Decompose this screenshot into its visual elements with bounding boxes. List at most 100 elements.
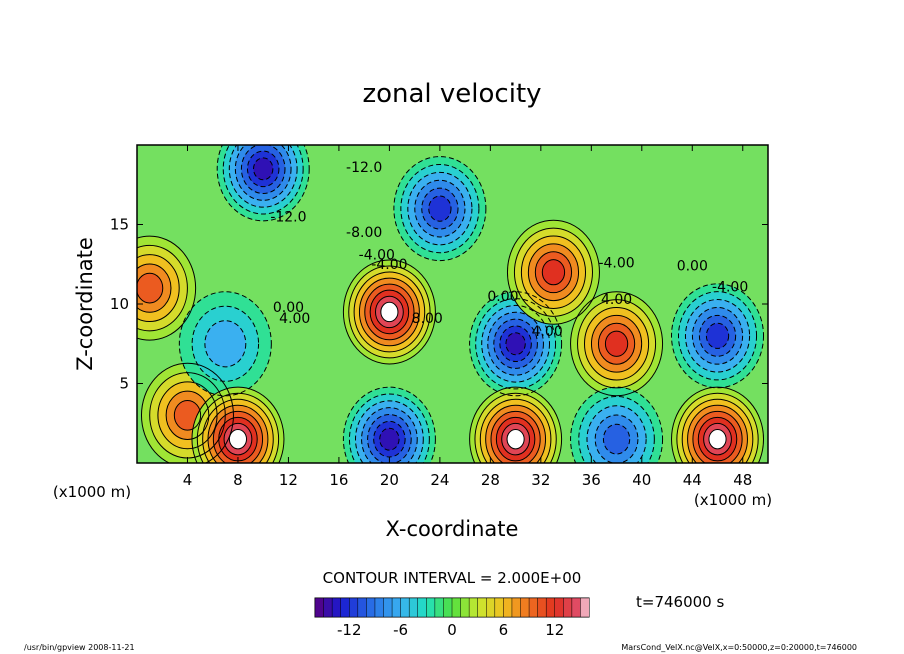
contour-4-6 [505, 332, 526, 356]
y-axis-unit: (x1000 m) [53, 483, 131, 501]
contour-11-4 [692, 410, 743, 463]
contour-14-1 [513, 227, 593, 317]
contour-10-0 [570, 386, 664, 463]
contour-3-7 [380, 301, 399, 323]
contour-9-3 [485, 404, 547, 463]
contour-12-4 [421, 187, 459, 230]
contour-0-3 [137, 263, 172, 313]
contour-10-3 [594, 414, 639, 463]
contour-12-1 [400, 163, 480, 254]
contour-6-0 [671, 283, 765, 389]
contour-7-1 [196, 392, 280, 463]
contour-1-3 [165, 390, 210, 440]
field-cell-12-ring-5 [428, 195, 452, 222]
contour-label-3: -4.00 [359, 247, 395, 263]
field-cell-2-ring-2 [204, 320, 246, 367]
colorbar-seg-19 [477, 597, 487, 618]
field-cell-4-ring-6 [505, 332, 526, 355]
y-tick-label-10: 10 [110, 295, 129, 313]
field-cell-8-ring-6 [379, 428, 400, 451]
contour-label-13: -4.00 [712, 279, 748, 295]
colorbar-seg-21 [494, 597, 504, 618]
field-cell-14-ring-5 [542, 259, 565, 285]
contour-14-5 [541, 259, 566, 286]
contour-label-8: 0.00 [487, 289, 518, 305]
contour-10-4 [602, 423, 631, 455]
contour-13-6 [253, 157, 274, 181]
contour-3-1 [348, 265, 431, 359]
contour-3-3 [358, 277, 420, 347]
contour-9-4 [490, 410, 541, 463]
contour-11-0 [671, 386, 765, 463]
colorbar-tick-label-6: 6 [499, 621, 509, 639]
contour-13-2 [228, 145, 298, 208]
contour-0-2 [137, 254, 180, 323]
field-cell-10-ring-4 [603, 424, 630, 455]
x-tick-label-16: 16 [329, 471, 348, 489]
contour-14-2 [520, 235, 587, 309]
colorbar-seg-2 [331, 597, 342, 618]
contour-label-1: -12.0 [270, 209, 306, 225]
contour-label-10: -4.00 [598, 255, 634, 271]
contour-9-5 [495, 416, 536, 462]
field-cell-13-ring-6 [253, 157, 273, 180]
contour-10-1 [578, 395, 655, 463]
contour-label-2: -8.00 [346, 225, 382, 241]
footer-right: MarsCond_VelX.nc@VelX,x=0:50000,z=0:2000… [621, 643, 857, 652]
contour-9-2 [479, 398, 552, 463]
contour-4-4 [493, 318, 538, 369]
colorbar-seg-23 [511, 597, 522, 618]
contour-11-2 [681, 398, 754, 463]
x-tick-label-12: 12 [279, 471, 298, 489]
colorbar-seg-9 [391, 597, 402, 618]
chart-title: zonal velocity [362, 79, 541, 109]
x-axis-label: X-coordinate [386, 517, 519, 541]
contour-3-6 [374, 295, 404, 329]
time-text: t=746000 s [636, 593, 724, 611]
colorbar-seg-27 [545, 597, 556, 618]
colorbar-seg-25 [528, 597, 539, 618]
x-axis-unit: (x1000 m) [694, 491, 772, 509]
contour-8-3 [361, 407, 418, 463]
contour-2-1 [191, 305, 260, 382]
x-tick-label-44: 44 [683, 471, 702, 489]
contour-9-0 [469, 386, 563, 463]
contour-5-4 [597, 322, 636, 365]
y-tick-label-15: 15 [110, 216, 129, 234]
colorbar-seg-30 [571, 597, 581, 618]
contour-0-4 [137, 272, 164, 304]
field-cell-11-ring-7 [708, 429, 727, 449]
field-blobs [137, 145, 764, 463]
x-tick-label-20: 20 [380, 471, 399, 489]
contour-14-3 [527, 243, 580, 302]
contour-0-0 [137, 235, 197, 341]
colorbar-seg-11 [408, 597, 419, 618]
contour-6-2 [684, 299, 751, 373]
contour-3-5 [369, 289, 410, 335]
contour-11-7 [708, 428, 727, 450]
field-cell-5-ring-5 [605, 331, 628, 357]
contour-12-5 [428, 195, 452, 222]
colorbar-seg-28 [554, 597, 564, 618]
contour-11-5 [697, 416, 738, 462]
colorbar-seg-0 [314, 597, 325, 618]
contour-7-6 [223, 422, 253, 456]
contour-label-12: 0.00 [677, 259, 708, 275]
colorbar-seg-12 [417, 597, 427, 618]
contour-5-3 [590, 314, 643, 373]
contour-7-3 [207, 404, 269, 463]
contour-9-6 [501, 422, 531, 456]
contour-7-0 [191, 386, 285, 463]
colorbar-seg-5 [357, 597, 367, 618]
contour-13-0 [216, 145, 310, 222]
contour-label-9: 4.00 [532, 324, 563, 340]
colorbar-tick-label-0: 0 [447, 621, 457, 639]
contour-11-1 [676, 392, 759, 463]
contour-8-5 [373, 420, 406, 458]
contour-8-0 [342, 386, 436, 463]
contour-labels: -12.0-12.0-8.00-4.00-4.000.004.00 8.000.0… [270, 160, 748, 340]
contour-9-7 [506, 428, 525, 450]
contour-1-0 [140, 362, 234, 463]
field-cell-6-ring-5 [706, 323, 729, 349]
